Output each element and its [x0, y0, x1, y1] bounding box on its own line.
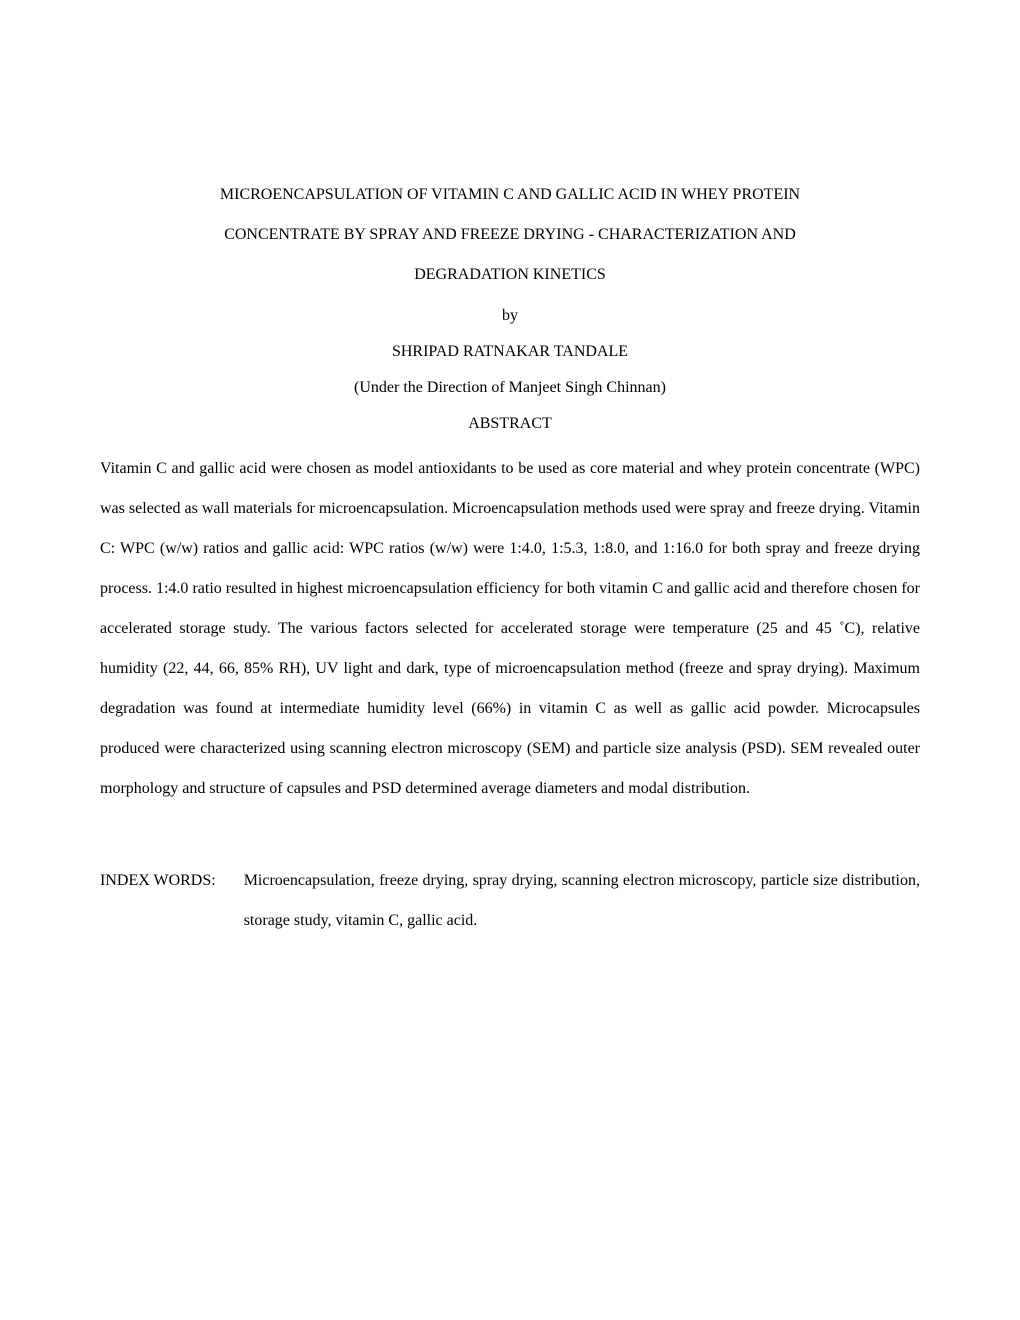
index-words-content: Microencapsulation, freeze drying, spray… — [244, 861, 920, 941]
by-label: by — [100, 307, 920, 325]
document-title: MICROENCAPSULATION OF VITAMIN C AND GALL… — [100, 175, 920, 295]
title-line-3: DEGRADATION KINETICS — [100, 255, 920, 295]
abstract-heading: ABSTRACT — [100, 415, 920, 433]
abstract-body: Vitamin C and gallic acid were chosen as… — [100, 449, 920, 809]
author-name: SHRIPAD RATNAKAR TANDALE — [100, 343, 920, 361]
index-words-section: INDEX WORDS: Microencapsulation, freeze … — [100, 861, 920, 941]
title-line-2: CONCENTRATE BY SPRAY AND FREEZE DRYING -… — [100, 215, 920, 255]
index-words-label: INDEX WORDS: — [100, 861, 244, 941]
direction-statement: (Under the Direction of Manjeet Singh Ch… — [100, 379, 920, 397]
title-line-1: MICROENCAPSULATION OF VITAMIN C AND GALL… — [100, 175, 920, 215]
